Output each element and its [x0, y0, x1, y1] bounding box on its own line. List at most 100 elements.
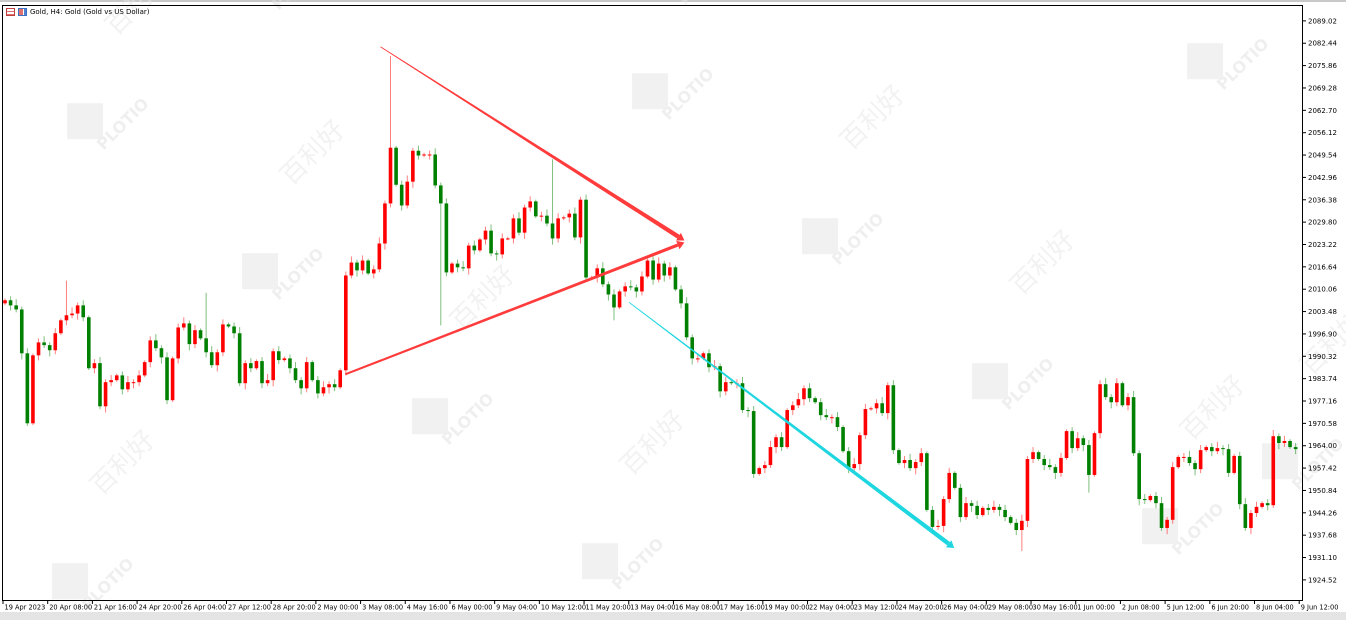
candle-up [70, 307, 74, 319]
candle-up [1232, 454, 1236, 475]
candle-up [422, 152, 426, 158]
candle-body [1243, 504, 1248, 528]
candle-down [1187, 450, 1192, 466]
trendline-3[interactable] [628, 302, 955, 549]
candle-up [528, 196, 532, 212]
watermark-layer: PLOTIO百利好PLOTIO百利好PLOTIO百利好PLOTIO百利好PLOT… [52, 0, 1346, 614]
drawings[interactable] [344, 46, 955, 549]
candle-down [81, 300, 86, 322]
candle-body [131, 382, 136, 384]
watermark-diamond [972, 363, 1009, 400]
chart-title: Gold, H4: Gold (Gold vs US Dollar) [30, 8, 150, 16]
trendline-2[interactable] [344, 240, 685, 376]
candle-down [87, 315, 91, 371]
candle-body [461, 267, 465, 269]
time-tick-label: 17 May 16:00 [720, 604, 765, 612]
candle-body [1176, 456, 1181, 468]
candle-up [1115, 378, 1119, 407]
candle-body [1014, 522, 1019, 530]
time-tick-label: 10 May 12:00 [541, 604, 586, 612]
price-tick-label: 1950.84 [1308, 487, 1337, 495]
candle-body [796, 399, 801, 406]
candle-body [1182, 456, 1186, 458]
candle-body [863, 409, 868, 436]
candle-body [751, 411, 756, 474]
candle-body [1271, 436, 1276, 506]
candle-up [796, 392, 801, 409]
candle-body [59, 320, 63, 334]
candle-body [891, 385, 896, 451]
candle-body [969, 503, 974, 506]
candle-down [1087, 439, 1091, 493]
chart-grid-icon[interactable] [6, 8, 15, 16]
candle-body [14, 305, 18, 310]
candle-up [561, 215, 566, 221]
candle-up [170, 356, 175, 402]
candle-up [466, 242, 471, 275]
candle-down [1226, 444, 1231, 477]
candle-down [438, 182, 443, 326]
candle-body [19, 309, 24, 354]
candle-body [729, 382, 734, 384]
candle-body [595, 268, 600, 278]
candle-body [684, 303, 689, 338]
candle-body [92, 363, 97, 369]
candle-body [830, 417, 834, 419]
candle-up [1182, 452, 1186, 463]
candle-down [25, 348, 30, 427]
candle-body [114, 375, 119, 381]
candle-body [1064, 431, 1069, 458]
candle-body [1159, 503, 1164, 528]
candle-body [1042, 458, 1046, 466]
candle-body [249, 363, 253, 369]
candle-up [243, 360, 248, 390]
candle-down [729, 380, 734, 385]
candle-body [640, 276, 644, 292]
candle-body [366, 260, 370, 274]
candle-down [1053, 464, 1058, 480]
price-tick-label: 1970.58 [1308, 420, 1337, 428]
candle-down [908, 453, 912, 472]
candle-body [75, 305, 80, 314]
time-tick-label: 16 May 08:00 [675, 604, 720, 612]
candle-body [779, 437, 784, 448]
candle-body [1053, 467, 1058, 473]
candle-down [461, 261, 465, 272]
candle-body [187, 323, 192, 345]
trendline-1[interactable] [380, 46, 685, 241]
price-axis[interactable]: 2089.02 2082.44 2075.86 2069.28 2062.70 2056.… [1302, 17, 1337, 584]
candle-down [187, 320, 192, 351]
candle-body [858, 435, 862, 465]
candle-down [807, 383, 812, 403]
candle-body [399, 184, 404, 206]
symbol-compare-icon[interactable] [18, 8, 27, 16]
candle-body [908, 459, 912, 469]
candle-body [578, 199, 583, 238]
candle-body [193, 330, 197, 345]
candle-body [338, 370, 343, 388]
price-tick-label: 2062.70 [1308, 107, 1337, 115]
candle-body [919, 453, 924, 463]
candle-down [986, 503, 991, 516]
candle-body [1204, 447, 1209, 451]
candle-down [751, 405, 756, 478]
time-axis[interactable]: 19 Apr 2023 20 Apr 08:00 21 Apr 16:00 24 Ap… [2, 600, 1338, 612]
price-tick-label: 2016.64 [1308, 263, 1337, 271]
candle-down [455, 259, 460, 273]
candle-up [830, 414, 834, 424]
chart-title-bar: Gold, H4: Gold (Gold vs US Dollar) [6, 6, 150, 18]
candle-down [953, 471, 957, 490]
watermark-cn: 百利好 [1005, 225, 1081, 301]
candle-down [1159, 496, 1164, 531]
time-tick-label: 11 May 20:00 [586, 604, 631, 612]
price-tick-label: 2042.96 [1308, 174, 1337, 182]
candle-body [1008, 517, 1013, 523]
candle-down [494, 250, 499, 261]
watermark-diamond [802, 218, 839, 255]
candle-body [282, 358, 287, 361]
price-tick-label: 2056.12 [1308, 129, 1337, 137]
candle-body [1198, 450, 1203, 470]
candle-body [947, 472, 952, 500]
